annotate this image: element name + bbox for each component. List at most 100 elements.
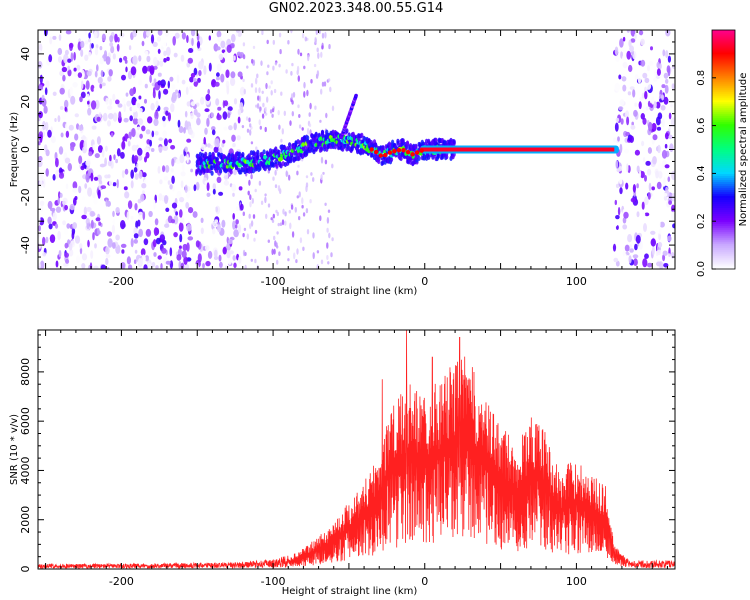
noise-blob: [206, 192, 211, 197]
noise-blob: [57, 197, 61, 205]
noise-blob: [233, 169, 237, 176]
noise-blob: [662, 49, 666, 57]
noise-blob: [629, 244, 632, 249]
x-tick-label: 0: [421, 575, 428, 588]
noise-blob: [622, 84, 627, 92]
noise-blob: [59, 87, 65, 95]
noise-blob: [291, 62, 294, 67]
noise-blob: [222, 111, 228, 120]
noise-blob: [664, 84, 669, 94]
noise-blob: [278, 251, 281, 256]
noise-blob: [313, 63, 317, 68]
noise-blob: [630, 197, 636, 203]
noise-blob: [126, 178, 132, 183]
noise-blob: [97, 227, 100, 236]
ridge-glow: [275, 163, 279, 169]
noise-blob: [645, 160, 651, 166]
noise-blob: [217, 106, 222, 111]
colorbar-step: [712, 251, 735, 254]
noise-blob: [324, 202, 327, 206]
noise-blob: [280, 91, 283, 96]
noise-blob: [63, 227, 68, 236]
noise-blob: [137, 147, 143, 156]
noise-blob: [112, 53, 116, 60]
noise-blob: [69, 86, 73, 96]
noise-blob: [136, 102, 141, 109]
noise-blob: [622, 250, 626, 257]
noise-blob: [632, 254, 639, 259]
noise-blob: [68, 42, 74, 49]
noise-blob: [244, 264, 247, 269]
colorbar-tick-label: 0.6: [696, 118, 707, 134]
noise-blob: [616, 168, 621, 173]
noise-blob: [281, 128, 284, 135]
noise-blob: [670, 117, 675, 127]
noise-blob: [90, 100, 97, 110]
noise-blob: [297, 104, 300, 109]
noise-blob: [172, 36, 176, 46]
noise-blob: [243, 227, 247, 231]
noise-blob: [239, 102, 244, 111]
noise-blob: [144, 98, 147, 104]
noise-blob: [324, 31, 327, 39]
noise-blob: [136, 144, 139, 149]
noise-blob: [108, 69, 113, 77]
noise-blob: [285, 69, 288, 74]
noise-blob: [126, 100, 132, 107]
noise-blob: [266, 255, 269, 262]
noise-blob: [87, 239, 90, 248]
noise-blob: [273, 235, 276, 241]
noise-blob: [298, 114, 301, 118]
noise-blob: [122, 97, 126, 105]
colorbar-step: [712, 139, 735, 143]
noise-blob: [304, 36, 307, 42]
noise-blob: [314, 105, 317, 110]
noise-blob: [662, 254, 666, 262]
noise-blob: [161, 247, 167, 254]
noise-blob: [626, 255, 630, 261]
noise-blob: [663, 96, 669, 105]
noise-blob: [153, 199, 156, 210]
noise-blob: [209, 195, 214, 200]
noise-blob: [133, 233, 139, 239]
noise-blob: [163, 50, 167, 56]
noise-blob: [622, 36, 626, 42]
noise-blob: [250, 258, 253, 262]
noise-blob: [647, 262, 653, 268]
noise-blob: [127, 200, 133, 210]
colorbar-step: [712, 31, 735, 35]
noise-blob: [100, 212, 106, 217]
noise-blob: [132, 30, 137, 38]
noise-blob: [312, 177, 315, 182]
noise-blob: [193, 78, 197, 82]
noise-blob: [640, 38, 645, 46]
colorbar-step: [712, 55, 735, 59]
noise-blob: [221, 49, 226, 54]
noise-blob: [320, 174, 323, 181]
noise-blob: [86, 207, 92, 212]
noise-blob: [327, 78, 331, 82]
noise-blob: [232, 213, 235, 220]
noise-blob: [655, 170, 659, 179]
noise-blob: [153, 78, 157, 84]
noise-blob: [297, 164, 300, 168]
noise-blob: [78, 124, 84, 131]
noise-blob: [242, 42, 246, 47]
noise-blob: [219, 261, 223, 268]
colorbar-step: [712, 95, 735, 99]
colorbar-step: [712, 141, 735, 145]
noise-blob: [325, 112, 328, 119]
noise-blob: [216, 72, 220, 78]
colorbar: 0.0 0.2 0.4 0.6 0.8 Normalized spectral ampli…: [696, 29, 749, 277]
noise-blob: [186, 138, 192, 143]
noise-blob: [668, 200, 672, 205]
noise-blob: [131, 105, 137, 113]
noise-blob: [622, 61, 628, 69]
noise-blob: [184, 263, 190, 269]
colorbar-step: [712, 265, 735, 268]
noise-blob: [653, 69, 657, 78]
noise-blob: [86, 70, 92, 77]
colorbar-tick-label: 0.2: [696, 213, 707, 229]
noise-blob: [96, 136, 101, 145]
y-tick-label: -20: [19, 188, 32, 206]
